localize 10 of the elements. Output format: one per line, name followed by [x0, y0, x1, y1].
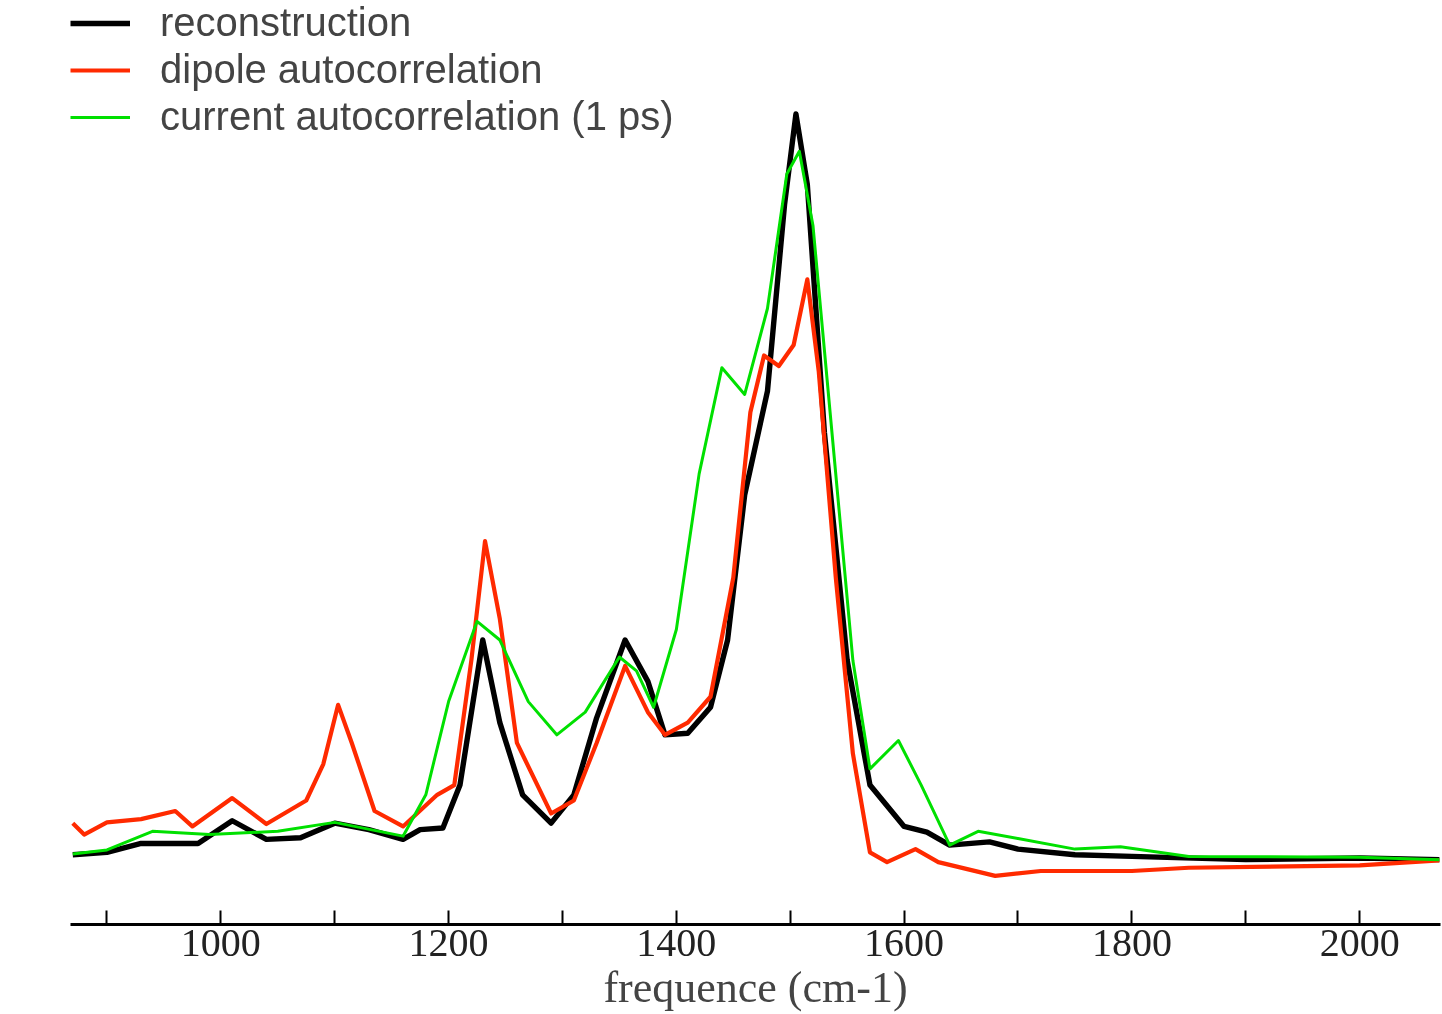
legend-label: dipole autocorrelation [160, 47, 543, 92]
x-tick-label: 1000 [180, 919, 261, 965]
legend-label: reconstruction [160, 0, 412, 45]
x-tick-label: 1800 [1091, 919, 1172, 965]
x-axis-title: frequence (cm-1) [603, 962, 908, 1012]
x-tick-label: 2000 [1319, 919, 1400, 965]
x-tick-label: 1400 [636, 919, 717, 965]
x-tick-label: 1200 [408, 919, 489, 965]
legend-label: current autocorrelation (1 ps) [160, 94, 674, 139]
x-tick-label: 1600 [864, 919, 945, 965]
